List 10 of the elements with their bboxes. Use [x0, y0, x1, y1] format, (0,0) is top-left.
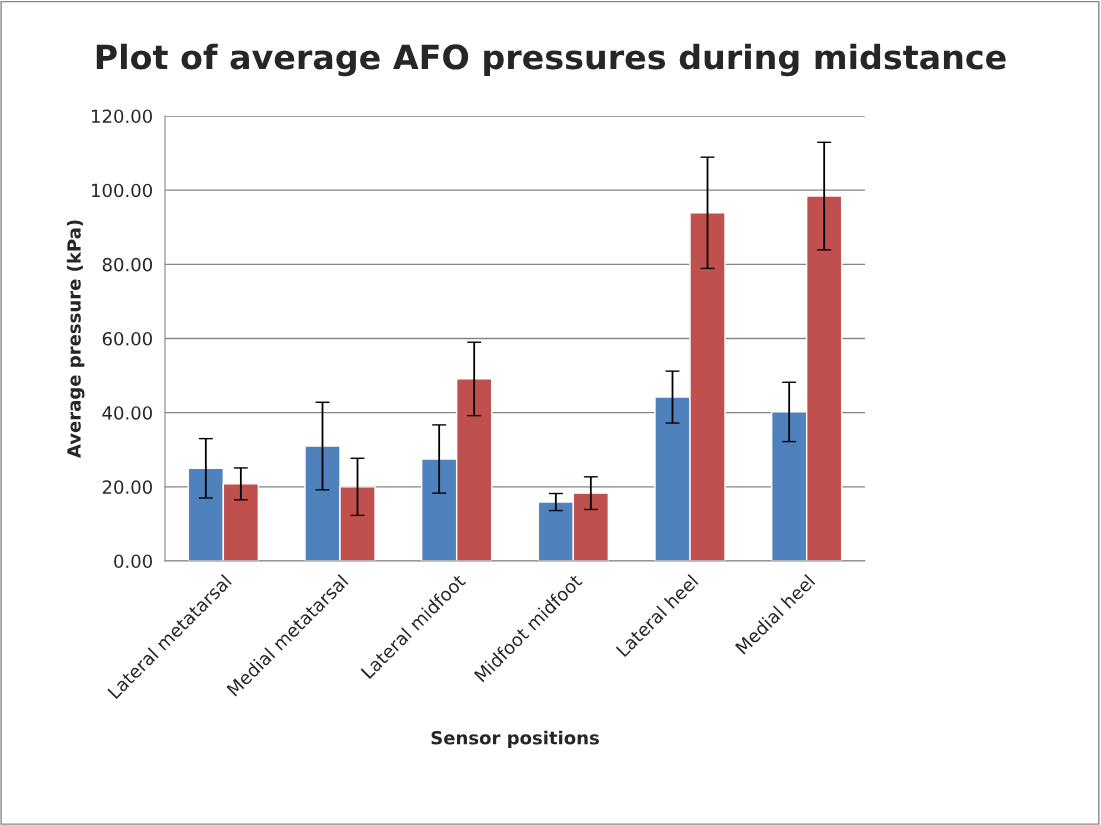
- x-axis-title: Sensor positions: [431, 730, 599, 749]
- y-tick-label: 80.00: [102, 257, 152, 272]
- chart-title: Plot of average AFO pressures during midstance: [96, 43, 1006, 77]
- y-tick-label: 120.00: [92, 109, 152, 124]
- y-tick-label: 40.00: [102, 406, 152, 420]
- y-axis-title: Average pressure (kPa): [66, 220, 85, 459]
- y-tick-label: 60.00: [102, 331, 152, 346]
- y-tick-label: 0.00: [114, 554, 152, 569]
- y-tick-label: 20.00: [102, 480, 152, 494]
- y-tick-label: 100.00: [92, 183, 152, 198]
